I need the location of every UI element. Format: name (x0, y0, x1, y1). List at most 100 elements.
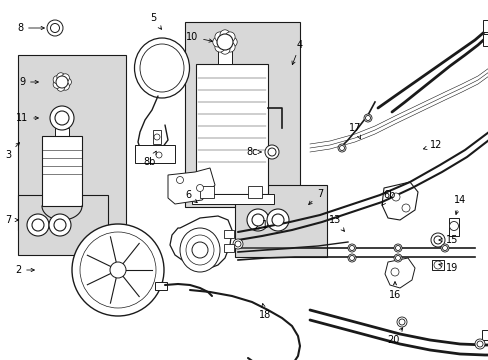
Text: 10: 10 (185, 32, 212, 42)
Bar (196, 64, 267, 194)
Bar (482, 20, 488, 32)
Circle shape (63, 78, 71, 86)
Circle shape (347, 244, 355, 252)
Circle shape (448, 221, 458, 230)
Circle shape (54, 219, 66, 231)
Text: 9: 9 (19, 77, 38, 87)
Bar (153, 130, 161, 144)
Bar (135, 145, 175, 163)
Circle shape (271, 214, 284, 226)
Text: 13: 13 (328, 215, 344, 231)
Circle shape (227, 37, 237, 47)
Circle shape (224, 42, 235, 52)
Ellipse shape (180, 228, 220, 272)
Circle shape (363, 114, 371, 122)
Circle shape (264, 145, 279, 159)
Text: 18: 18 (258, 303, 270, 320)
Circle shape (212, 37, 223, 47)
Circle shape (349, 256, 354, 261)
Ellipse shape (185, 235, 214, 265)
Circle shape (47, 20, 63, 36)
Bar (224, 230, 234, 238)
Text: 15: 15 (438, 235, 457, 245)
Circle shape (267, 148, 275, 156)
Bar (192, 194, 273, 204)
Circle shape (214, 42, 224, 52)
Text: 1: 1 (255, 220, 267, 230)
Circle shape (393, 244, 401, 252)
Circle shape (49, 214, 71, 236)
Bar (448, 218, 458, 236)
Text: 14: 14 (453, 195, 465, 215)
Circle shape (196, 184, 203, 192)
Ellipse shape (140, 44, 183, 92)
Polygon shape (381, 182, 417, 220)
Bar (200, 186, 214, 198)
Circle shape (56, 76, 68, 88)
Polygon shape (170, 216, 231, 268)
Circle shape (53, 80, 61, 88)
Circle shape (27, 214, 49, 236)
Bar (18, 195, 108, 255)
Circle shape (430, 233, 444, 247)
Bar (247, 186, 262, 198)
Circle shape (266, 209, 288, 231)
Bar (155, 148, 163, 162)
Circle shape (192, 242, 207, 258)
Circle shape (474, 339, 484, 349)
Text: 2: 2 (15, 265, 34, 275)
Polygon shape (168, 168, 215, 204)
Circle shape (220, 44, 229, 54)
Bar (481, 330, 488, 340)
Circle shape (347, 254, 355, 262)
Text: 6: 6 (184, 190, 197, 203)
Circle shape (61, 82, 69, 90)
Text: 20: 20 (386, 328, 402, 345)
Bar (184, 22, 299, 207)
Circle shape (154, 134, 160, 140)
Circle shape (224, 32, 235, 42)
Circle shape (391, 193, 399, 201)
Circle shape (433, 236, 441, 244)
Text: 7: 7 (5, 215, 19, 225)
Text: 16: 16 (388, 282, 400, 300)
Circle shape (396, 317, 406, 327)
Bar (218, 50, 231, 64)
Text: 6b: 6b (381, 190, 395, 205)
Ellipse shape (134, 38, 189, 98)
Circle shape (220, 30, 229, 40)
Text: 19: 19 (438, 263, 457, 273)
Circle shape (398, 319, 404, 325)
Bar (155, 282, 167, 290)
Bar (235, 185, 326, 257)
Circle shape (365, 116, 370, 121)
Text: 7: 7 (308, 189, 323, 204)
Text: 8b: 8b (143, 151, 156, 167)
Circle shape (32, 219, 44, 231)
Circle shape (217, 34, 232, 50)
Circle shape (337, 144, 346, 152)
Bar (18, 55, 126, 230)
Circle shape (401, 204, 409, 212)
Circle shape (440, 244, 448, 252)
Circle shape (53, 76, 61, 84)
Text: 12: 12 (423, 140, 441, 150)
Circle shape (55, 111, 69, 125)
Circle shape (80, 232, 156, 308)
Text: 3: 3 (5, 143, 20, 160)
Text: 17: 17 (348, 123, 361, 139)
Circle shape (251, 214, 264, 226)
Circle shape (339, 145, 344, 150)
Circle shape (57, 83, 65, 91)
Circle shape (214, 32, 224, 42)
Text: 8: 8 (17, 23, 44, 33)
Text: 11: 11 (16, 113, 38, 123)
Circle shape (110, 262, 126, 278)
Circle shape (176, 176, 183, 184)
Circle shape (72, 224, 163, 316)
Circle shape (156, 152, 162, 158)
Bar (42, 136, 82, 206)
Circle shape (232, 239, 243, 249)
Bar (431, 260, 443, 270)
Circle shape (50, 23, 60, 32)
